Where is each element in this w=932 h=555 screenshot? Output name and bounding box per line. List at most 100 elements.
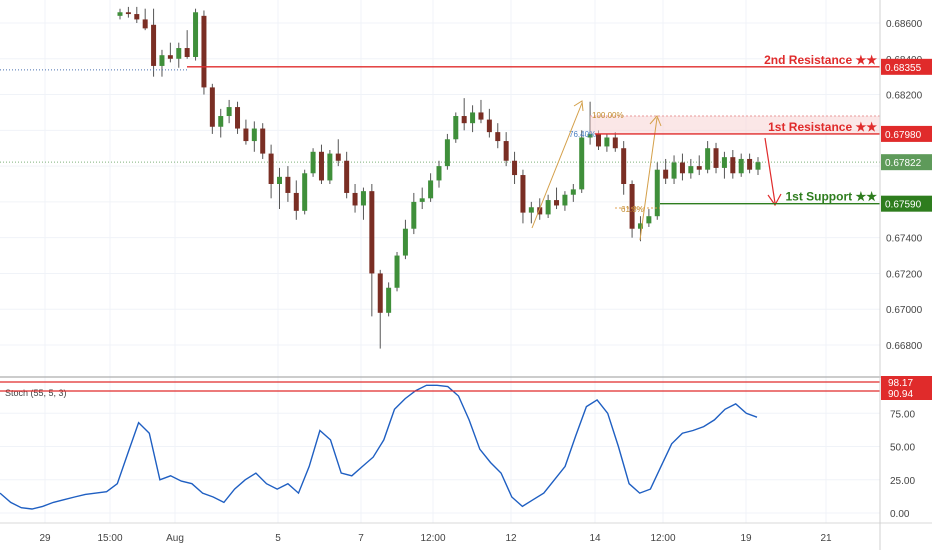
current-price-label: 0.67822 (885, 158, 922, 169)
stoch-badge-label: 98.17 (888, 378, 913, 389)
projection-arrowhead-down (767, 193, 782, 207)
candle (512, 151, 518, 184)
price-axis[interactable]: 0.686000.684000.682000.680000.678000.676… (881, 19, 932, 352)
price-tick-label: 0.67000 (886, 305, 923, 316)
candle-body (243, 128, 249, 142)
candle-body (688, 166, 694, 174)
candle-body (344, 160, 350, 193)
candle-body (562, 194, 568, 206)
candle-body (167, 55, 173, 59)
candle-body (360, 191, 366, 206)
candle-body (226, 107, 232, 117)
candle (688, 158, 694, 179)
stoch-title: Stoch (55, 5, 3) (5, 388, 67, 398)
candle-body (528, 207, 534, 213)
candle-body (428, 180, 434, 199)
level-badge-label: 0.67590 (885, 200, 922, 211)
level-badge (881, 58, 932, 75)
candle-body (218, 116, 224, 127)
candle-body (117, 12, 123, 16)
fib-label-618: 61.8% (621, 205, 644, 214)
candle (579, 130, 585, 193)
candle-body (268, 153, 274, 184)
fib-label-100: 100.00% (592, 111, 624, 120)
candle-body (679, 162, 685, 174)
candle-body (134, 14, 140, 20)
candle-body (159, 55, 165, 66)
candle-body (554, 200, 560, 206)
stoch-badge-label: 90.94 (888, 389, 913, 400)
candle-body (730, 157, 736, 174)
candle (142, 8, 148, 31)
candle (646, 209, 652, 227)
candle (344, 151, 350, 199)
candle (705, 141, 711, 174)
candle (193, 8, 199, 61)
candle (125, 6, 131, 18)
candle-body (461, 116, 467, 124)
candle-body (235, 107, 241, 129)
stoch-tick-label: 0.00 (890, 509, 910, 520)
candle-body (512, 160, 518, 176)
candle (117, 8, 123, 20)
fib-zone-upper (590, 116, 880, 134)
candle (327, 150, 333, 184)
projection-arrow-down (764, 137, 776, 204)
candle-body (453, 116, 459, 140)
candle (470, 105, 476, 133)
levels-layer: 2nd Resistance ★★ 1st Resistance ★★ 1st Su… (0, 53, 880, 205)
candle (562, 191, 568, 211)
candle (495, 123, 501, 149)
level-badge-label: 0.67980 (885, 130, 922, 141)
time-tick-label: 14 (589, 533, 601, 544)
time-tick-label: 5 (275, 533, 281, 544)
candle-body (705, 148, 711, 170)
candle (436, 160, 442, 188)
grid-layer (0, 0, 880, 523)
candle (310, 148, 316, 177)
time-axis[interactable]: 29 15:00 Aug 5 7 12:00 12 14 12:00 19 21 (39, 533, 832, 544)
candle (268, 144, 274, 199)
candle-body (335, 153, 341, 161)
candle (730, 150, 736, 179)
candle-body (318, 151, 324, 181)
candle (394, 251, 400, 292)
candle (176, 42, 182, 68)
candle-body (738, 158, 744, 174)
candle (570, 184, 576, 202)
price-pane[interactable]: 100.00% 76.40% 61.8% 2nd Resistance ★★ 1s… (0, 6, 880, 349)
candle-body (184, 48, 190, 57)
candle-body (209, 87, 215, 127)
candle-body (369, 191, 375, 274)
candle-body (604, 137, 610, 147)
candle-body (503, 141, 509, 161)
candle-body (596, 133, 601, 147)
stoch-pane[interactable]: Stoch (55, 5, 3) (0, 384, 758, 510)
candle (377, 269, 383, 349)
candle-body (721, 157, 727, 168)
candle-body (125, 12, 131, 15)
candle (679, 153, 685, 181)
candle (721, 151, 727, 179)
candle (747, 153, 753, 174)
time-tick-label: 29 (39, 533, 51, 544)
candle-body (142, 19, 148, 29)
candle (478, 99, 484, 124)
time-tick-label: 7 (358, 533, 364, 544)
candle-body (646, 216, 652, 224)
candle-body (327, 153, 333, 181)
candles-layer (117, 6, 761, 349)
candle (755, 157, 761, 176)
candle-body (486, 119, 492, 133)
projection-layer: 100.00% 76.40% 61.8% (531, 100, 880, 241)
candle (369, 184, 375, 317)
candle-body (386, 287, 392, 313)
candle (444, 133, 450, 170)
candle-body (755, 162, 761, 170)
candle-body (671, 162, 677, 179)
candle (604, 133, 610, 152)
price-tick-label: 0.67400 (886, 234, 923, 245)
candle-body (663, 169, 669, 179)
